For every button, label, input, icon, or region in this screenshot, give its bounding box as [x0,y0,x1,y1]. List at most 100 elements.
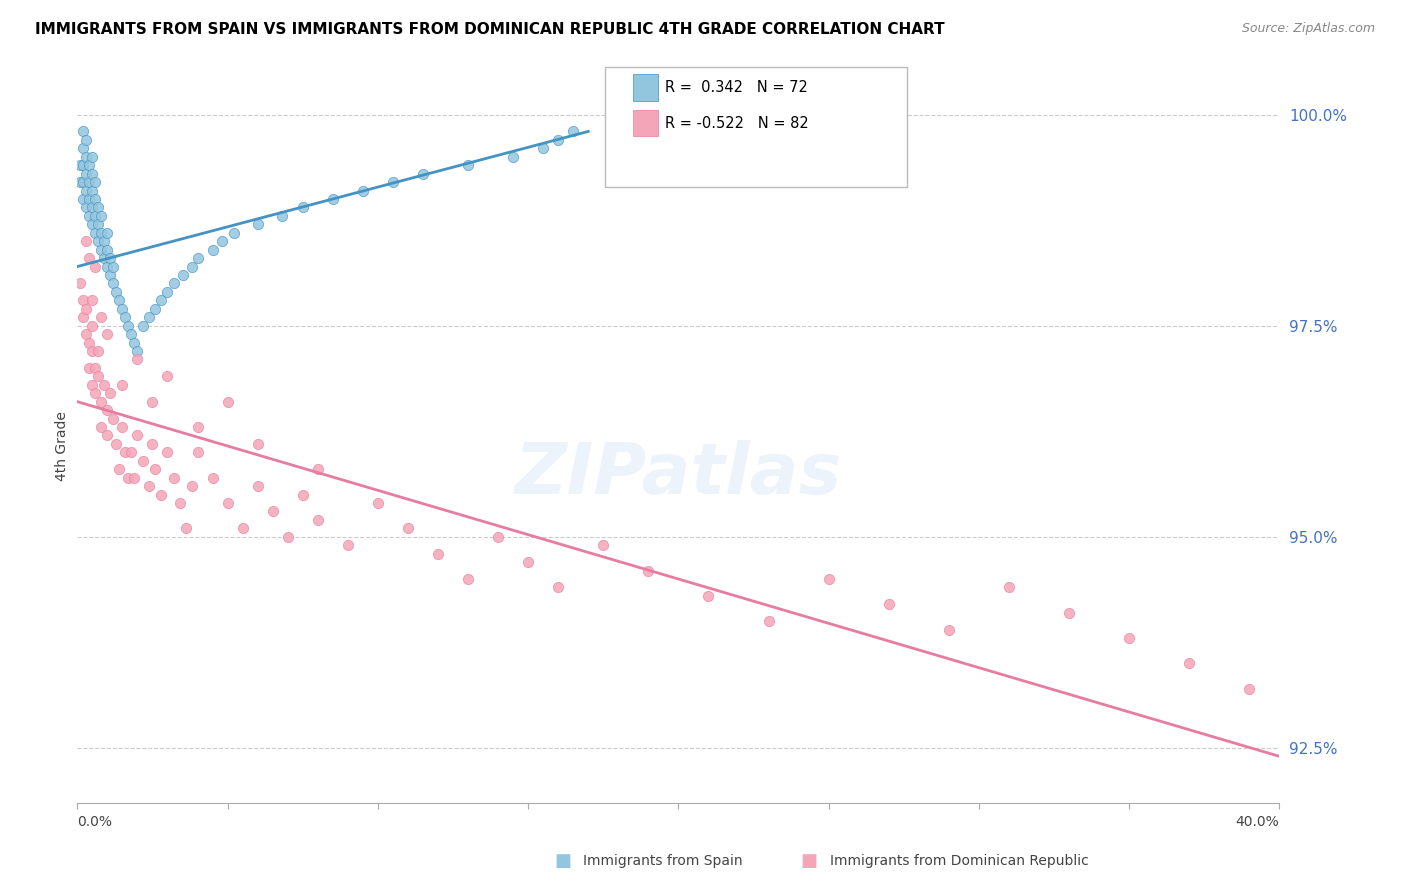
Point [381,175,404,189]
Point [352,184,374,198]
Point [396,521,419,535]
Point [187,445,209,459]
Point [87,369,110,384]
Point [427,547,450,561]
Point [75,150,97,164]
Point [100,251,122,265]
Point [82,377,104,392]
Point [517,555,540,569]
Point [90,420,112,434]
Point [246,479,269,493]
Point [82,150,104,164]
Point [69,277,91,291]
Text: R = -0.522   N = 82: R = -0.522 N = 82 [665,116,808,130]
Point [100,268,122,282]
Point [174,521,197,535]
Point [201,471,224,485]
Point [108,293,131,308]
Point [75,201,97,215]
Point [90,209,112,223]
Point [93,234,115,248]
Text: R =  0.342   N = 72: R = 0.342 N = 72 [665,80,808,95]
Point [72,141,94,155]
Point [169,496,191,510]
Point [246,437,269,451]
Point [457,572,479,586]
Point [156,285,179,299]
Point [307,513,329,527]
Point [82,217,104,231]
Point [138,479,160,493]
Point [1057,606,1080,620]
Point [291,487,314,501]
Point [307,462,329,476]
Point [90,310,112,325]
Point [93,251,115,265]
Point [127,428,149,442]
Point [87,343,110,358]
Point [79,209,101,223]
Point [79,175,101,189]
Point [117,471,139,485]
Point [1178,657,1201,671]
Point [79,335,101,350]
Point [211,234,233,248]
Point [367,496,389,510]
Point [79,251,101,265]
Point [322,192,344,206]
Point [79,360,101,375]
Point [562,124,585,138]
Point [124,335,146,350]
Point [262,504,284,518]
Point [69,175,91,189]
Point [162,471,184,485]
Point [138,310,160,325]
Point [96,403,118,417]
Point [82,184,104,198]
Point [90,243,112,257]
Point [82,293,104,308]
Point [246,217,269,231]
Point [72,293,94,308]
Point [79,192,101,206]
Point [222,226,245,240]
Text: ■: ■ [800,852,817,870]
Point [637,564,659,578]
Point [486,530,509,544]
Text: Immigrants from Spain: Immigrants from Spain [583,854,744,868]
Point [270,209,292,223]
Point [187,420,209,434]
Point [103,411,125,425]
Point [96,260,118,274]
Point [108,462,131,476]
Point [156,445,179,459]
Point [180,479,202,493]
Point [877,598,900,612]
Point [1239,681,1261,696]
Point [93,377,115,392]
Point [105,285,128,299]
Point [111,377,134,392]
Point [72,158,94,172]
Point [111,420,134,434]
Point [82,201,104,215]
Point [96,243,118,257]
Point [998,581,1021,595]
Point [103,277,125,291]
Point [111,301,134,316]
Point [817,572,839,586]
Point [87,234,110,248]
Y-axis label: 4th Grade: 4th Grade [55,411,69,481]
Text: Immigrants from Dominican Republic: Immigrants from Dominican Republic [830,854,1088,868]
Point [938,623,960,637]
Point [141,394,163,409]
Point [75,301,97,316]
Point [120,327,142,342]
Text: Source: ZipAtlas.com: Source: ZipAtlas.com [1241,22,1375,36]
Point [145,462,167,476]
Point [72,310,94,325]
Point [84,360,107,375]
Point [84,260,107,274]
Point [105,437,128,451]
Point [96,327,118,342]
